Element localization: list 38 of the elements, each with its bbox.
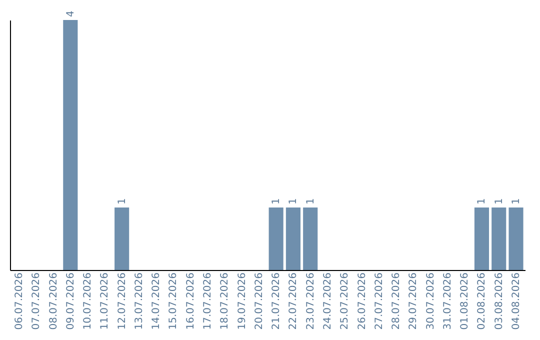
x-tick-label: 20.07.2026 bbox=[254, 272, 265, 330]
data-label: 1 bbox=[116, 198, 128, 204]
x-tick-label: 29.07.2026 bbox=[408, 272, 420, 330]
x-tick-label: 30.07.2026 bbox=[425, 272, 436, 330]
x-tick-label: 07.07.2026 bbox=[31, 272, 42, 330]
x-tick-label: 19.07.2026 bbox=[236, 272, 248, 330]
x-tick-label: 24.07.2026 bbox=[322, 272, 334, 330]
x-tick-label: 22.07.2026 bbox=[288, 272, 300, 330]
x-tick-label: 28.07.2026 bbox=[391, 272, 402, 330]
x-tick-label: 21.07.2026 bbox=[271, 272, 282, 330]
x-tick-label: 01.08.2026 bbox=[460, 272, 471, 330]
x-tick-label: 17.07.2026 bbox=[202, 272, 214, 330]
data-label: 4 bbox=[65, 10, 76, 17]
x-tick-label: 02.08.2026 bbox=[476, 272, 488, 330]
x-tick-label: 11.07.2026 bbox=[100, 272, 111, 330]
x-tick-label: 26.07.2026 bbox=[356, 272, 368, 330]
x-tick-label: 06.07.2026 bbox=[14, 272, 25, 330]
data-label: 1 bbox=[288, 198, 300, 204]
data-label: 1 bbox=[305, 198, 316, 204]
x-tick-label: 09.07.2026 bbox=[65, 272, 76, 330]
x-tick-label: 25.07.2026 bbox=[340, 272, 351, 330]
data-label: 1 bbox=[494, 198, 505, 204]
x-tick-label: 10.07.2026 bbox=[82, 272, 94, 330]
x-tick-label: 03.08.2026 bbox=[494, 272, 505, 330]
x-tick-label: 13.07.2026 bbox=[134, 272, 145, 330]
x-tick-label: 27.07.2026 bbox=[374, 272, 385, 330]
data-label: 1 bbox=[271, 198, 282, 204]
x-tick-label: 12.07.2026 bbox=[116, 272, 128, 330]
data-label: 1 bbox=[476, 198, 488, 204]
x-tick-label: 18.07.2026 bbox=[220, 272, 231, 330]
x-tick-label: 04.08.2026 bbox=[511, 272, 522, 330]
x-tick-label: 14.07.2026 bbox=[151, 272, 162, 330]
x-tick-label: 31.07.2026 bbox=[442, 272, 454, 330]
x-tick-label: 23.07.2026 bbox=[305, 272, 316, 330]
x-tick-label: 08.07.2026 bbox=[48, 272, 60, 330]
x-tick-label: 16.07.2026 bbox=[185, 272, 196, 330]
x-tick-label: 15.07.2026 bbox=[168, 272, 180, 330]
data-label: 1 bbox=[511, 198, 522, 204]
